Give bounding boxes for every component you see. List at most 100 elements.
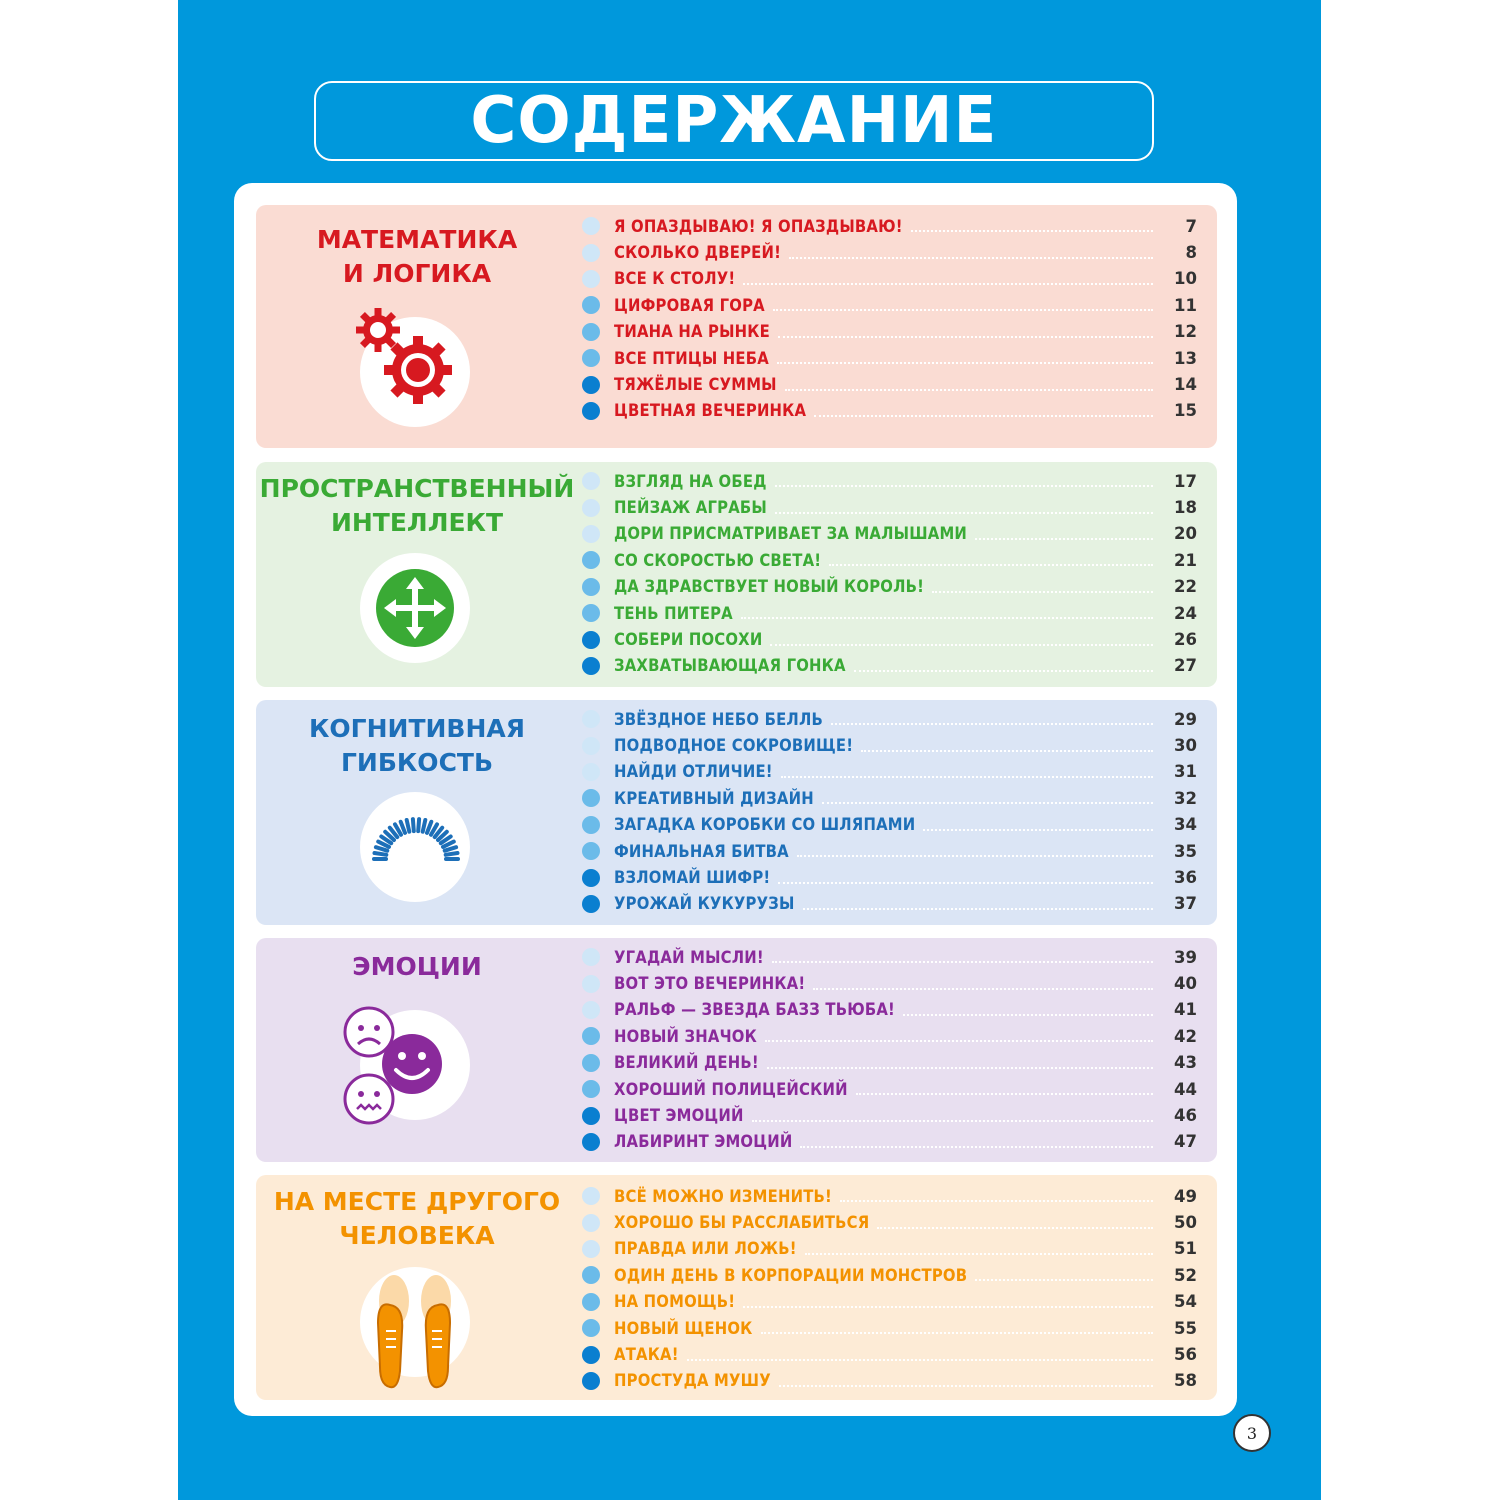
toc-entry[interactable]: ПРОСТУДА МУШУ 58 xyxy=(582,1368,1197,1394)
toc-entry[interactable]: ЦВЕТНАЯ ВЕЧЕРИНКА 15 xyxy=(582,398,1197,424)
toc-entry[interactable]: ВЕЛИКИЙ ДЕНЬ! 43 xyxy=(582,1050,1197,1076)
toc-entry[interactable]: ВСЕ ПТИЦЫ НЕБА 13 xyxy=(582,345,1197,371)
toc-entry-page: 42 xyxy=(1174,1026,1197,1046)
toc-entry[interactable]: РАЛЬФ — ЗВЕЗДА БАЗЗ ТЬЮБА! 41 xyxy=(582,997,1197,1023)
bullet-dot xyxy=(582,736,600,755)
section-title: НА МЕСТЕ ДРУГОГО ЧЕЛОВЕКА xyxy=(256,1185,578,1253)
spring-coil xyxy=(438,834,453,846)
toc-entry-label: НА ПОМОЩЬ! xyxy=(614,1292,736,1312)
dot-leader xyxy=(784,388,1153,391)
toc-entry[interactable]: АТАКА! 56 xyxy=(582,1341,1197,1367)
toc-entry-page: 47 xyxy=(1174,1132,1197,1152)
bullet-dot xyxy=(582,1213,600,1232)
contents-list: ЗВЁЗДНОЕ НЕБО БЕЛЛЬ 29 ПОДВОДНОЕ СОКРОВИЩЕ… xyxy=(582,706,1197,917)
toc-entry[interactable]: ТЯЖЁЛЫЕ СУММЫ 14 xyxy=(582,371,1197,397)
toc-entry-page: 35 xyxy=(1174,841,1197,861)
toc-entry-label: КРЕАТИВНЫЙ ДИЗАЙН xyxy=(614,788,814,808)
toc-entry[interactable]: ВЗЛОМАЙ ШИФР! 36 xyxy=(582,864,1197,890)
bullet-dot xyxy=(582,1080,600,1099)
section-title: ЭМОЦИИ xyxy=(256,950,578,984)
toc-entry[interactable]: ВСЁ МОЖНО ИЗМЕНИТЬ! 49 xyxy=(582,1183,1197,1209)
toc-entry-page: 11 xyxy=(1174,295,1197,315)
toc-entry[interactable]: ПРАВДА ИЛИ ЛОЖЬ! 51 xyxy=(582,1236,1197,1262)
toc-entry[interactable]: УГАДАЙ МЫСЛИ! 39 xyxy=(582,944,1197,970)
toc-entry[interactable]: ТЕНЬ ПИТЕРА 24 xyxy=(582,600,1197,626)
toc-entry[interactable]: ВЗГЛЯД НА ОБЕД 17 xyxy=(582,468,1197,494)
toc-entry[interactable]: ХОРОШИЙ ПОЛИЦЕЙСКИЙ 44 xyxy=(582,1076,1197,1102)
toc-entry-label: ДА ЗДРАВСТВУЕТ НОВЫЙ КОРОЛЬ! xyxy=(614,577,925,597)
toc-entry-page: 43 xyxy=(1174,1053,1197,1073)
toc-entry[interactable]: ВОТ ЭТО ВЕЧЕРИНКА! 40 xyxy=(582,970,1197,996)
spring-coil xyxy=(416,817,422,834)
section-title-line: И ЛОГИКА xyxy=(342,259,492,288)
toc-entry[interactable]: Я ОПАЗДЫВАЮ! Я ОПАЗДЫВАЮ! 7 xyxy=(582,213,1197,239)
bullet-dot xyxy=(582,1292,600,1311)
toc-entry-page: 55 xyxy=(1174,1318,1197,1338)
bullet-dot xyxy=(582,762,600,781)
bullet-dot xyxy=(582,296,600,315)
toc-entry[interactable]: ДА ЗДРАВСТВУЕТ НОВЫЙ КОРОЛЬ! 22 xyxy=(582,574,1197,600)
toc-entry[interactable]: СО СКОРОСТЬЮ СВЕТА! 21 xyxy=(582,547,1197,573)
toc-entry-page: 58 xyxy=(1174,1371,1197,1391)
toc-entry-page: 21 xyxy=(1174,550,1197,570)
spring-coil xyxy=(442,845,459,853)
toc-entry[interactable]: ТИАНА НА РЫНКЕ 12 xyxy=(582,319,1197,345)
section-title-line: КОГНИТИВНАЯ xyxy=(308,714,525,743)
toc-entry[interactable]: ЦИФРОВАЯ ГОРА 11 xyxy=(582,292,1197,318)
toc-entry[interactable]: ПЕЙЗАЖ АГРАБЫ 18 xyxy=(582,494,1197,520)
toc-entry[interactable]: ОДИН ДЕНЬ В КОРПОРАЦИИ МОНСТРОВ 52 xyxy=(582,1262,1197,1288)
toc-entry[interactable]: СОБЕРИ ПОСОХИ 26 xyxy=(582,626,1197,652)
bullet-dot xyxy=(582,269,600,288)
page-title: СОДЕРЖАНИЕ xyxy=(470,84,998,158)
dot-leader xyxy=(776,362,1153,365)
toc-entry-label: ОДИН ДЕНЬ В КОРПОРАЦИИ МОНСТРОВ xyxy=(614,1265,968,1285)
toc-entry-page: 37 xyxy=(1174,894,1197,914)
toc-entry-page: 7 xyxy=(1185,216,1197,236)
toc-entry-page: 26 xyxy=(1174,630,1197,650)
toc-entry-label: ВЗГЛЯД НА ОБЕД xyxy=(614,471,767,491)
dot-leader xyxy=(770,643,1153,646)
toc-entry-page: 30 xyxy=(1174,736,1197,756)
bullet-dot xyxy=(582,1132,600,1151)
toc-entry[interactable]: НА ПОМОЩЬ! 54 xyxy=(582,1289,1197,1315)
bullet-dot xyxy=(582,243,600,262)
section-empathy: НА МЕСТЕ ДРУГОГО ЧЕЛОВЕКА ВСЁ МОЖНО ИЗМЕ… xyxy=(256,1175,1217,1400)
dot-leader xyxy=(853,669,1153,672)
toc-entry[interactable]: ПОДВОДНОЕ СОКРОВИЩЕ! 30 xyxy=(582,732,1197,758)
dot-leader xyxy=(855,1093,1153,1096)
toc-entry-label: НОВЫЙ ЗНАЧОК xyxy=(614,1026,757,1046)
dot-leader xyxy=(796,855,1153,858)
toc-entry[interactable]: СКОЛЬКО ДВЕРЕЙ! 8 xyxy=(582,239,1197,265)
spring-coil xyxy=(393,822,403,837)
toc-entry[interactable]: ЦВЕТ ЭМОЦИЙ 46 xyxy=(582,1102,1197,1128)
bullet-dot xyxy=(582,577,600,596)
dot-leader xyxy=(743,282,1153,285)
toc-entry[interactable]: НОВЫЙ ЗНАЧОК 42 xyxy=(582,1023,1197,1049)
dot-leader xyxy=(975,1279,1153,1282)
dot-leader xyxy=(800,1145,1153,1148)
toc-entry[interactable]: ЗАХВАТЫВАЮЩАЯ ГОНКА 27 xyxy=(582,653,1197,679)
dot-leader xyxy=(831,723,1153,726)
toc-entry[interactable]: ХОРОШО БЫ РАССЛАБИТЬСЯ 50 xyxy=(582,1209,1197,1235)
toc-entry[interactable]: НОВЫЙ ЩЕНОК 55 xyxy=(582,1315,1197,1341)
toc-entry[interactable]: ВСЕ К СТОЛУ! 10 xyxy=(582,266,1197,292)
toc-entry[interactable]: ФИНАЛЬНАЯ БИТВА 35 xyxy=(582,838,1197,864)
toc-entry[interactable]: КРЕАТИВНЫЙ ДИЗАЙН 32 xyxy=(582,785,1197,811)
toc-entry-page: 40 xyxy=(1174,974,1197,994)
section-spatial: ПРОСТРАНСТВЕННЫЙ ИНТЕЛЛЕКТ ВЗГЛЯД НА ОБЕ… xyxy=(256,462,1217,687)
toc-entry[interactable]: ЛАБИРИНТ ЭМОЦИЙ 47 xyxy=(582,1129,1197,1155)
toc-entry-label: ХОРОШО БЫ РАССЛАБИТЬСЯ xyxy=(614,1213,870,1233)
dot-leader xyxy=(932,590,1153,593)
toc-entry[interactable]: ДОРИ ПРИСМАТРИВАЕТ ЗА МАЛЫШАМИ 20 xyxy=(582,521,1197,547)
toc-entry-label: ТИАНА НА РЫНКЕ xyxy=(614,322,770,342)
dot-leader xyxy=(789,256,1153,259)
toc-entry[interactable]: ЗВЁЗДНОЕ НЕБО БЕЛЛЬ 29 xyxy=(582,706,1197,732)
toc-entry-label: ЦВЕТ ЭМОЦИЙ xyxy=(614,1106,744,1126)
bullet-dot xyxy=(582,1319,600,1338)
toc-entry[interactable]: ЗАГАДКА КОРОБКИ СО ШЛЯПАМИ 34 xyxy=(582,812,1197,838)
toc-entry-label: ВОТ ЭТО ВЕЧЕРИНКА! xyxy=(614,974,806,994)
toc-entry[interactable]: УРОЖАЙ КУКУРУЗЫ 37 xyxy=(582,891,1197,917)
toc-entry[interactable]: НАЙДИ ОТЛИЧИЕ! 31 xyxy=(582,759,1197,785)
section-title: МАТЕМАТИКА И ЛОГИКА xyxy=(256,223,578,291)
dot-leader xyxy=(804,1252,1153,1255)
